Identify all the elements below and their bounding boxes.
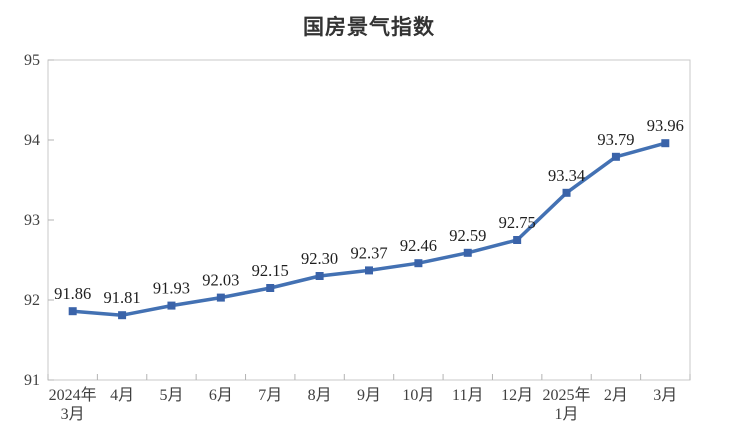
data-point-label: 92.15: [252, 261, 289, 280]
y-axis-tick-label: 91: [24, 372, 40, 389]
data-point-label: 93.96: [647, 116, 684, 135]
data-point-marker: [216, 293, 225, 302]
data-point-label: 92.59: [449, 226, 486, 245]
x-axis-tick-label: 3月: [653, 387, 677, 404]
x-axis-tick-label: 12月: [501, 387, 533, 404]
x-axis-tick-label: 7月: [258, 387, 282, 404]
x-axis-tick-label: 9月: [357, 387, 381, 404]
data-point-marker: [463, 248, 472, 257]
chart-title: 国房景气指数: [303, 15, 435, 39]
x-axis-tick-label: 2月: [604, 387, 628, 404]
x-axis-tick-label: 2024年 3月: [49, 386, 97, 423]
x-axis-tick-label: 8月: [308, 387, 332, 404]
data-point-label: 93.34: [548, 166, 585, 185]
data-point-marker: [167, 301, 176, 310]
data-point-label: 91.86: [54, 284, 91, 303]
x-axis-tick-label: 4月: [110, 387, 134, 404]
data-point-label: 92.75: [499, 213, 536, 232]
y-axis-tick-label: 93: [24, 212, 40, 229]
x-axis-tick-label: 10月: [402, 387, 434, 404]
data-point-label: 92.30: [301, 249, 338, 268]
data-point-marker: [513, 236, 522, 244]
data-point-label: 93.79: [597, 130, 634, 149]
data-point-marker: [315, 272, 324, 280]
data-point-marker: [365, 266, 373, 275]
x-axis-tick-label: 5月: [159, 387, 183, 404]
plot-border: [47, 59, 691, 381]
data-point-marker: [661, 139, 670, 148]
data-point-label: 91.93: [153, 279, 190, 298]
data-point-marker: [266, 284, 275, 292]
x-axis-tick-label: 6月: [209, 387, 233, 404]
data-point-label: 92.03: [202, 271, 239, 290]
y-axis-tick-label: 95: [24, 52, 40, 69]
data-point-label: 92.37: [350, 243, 387, 262]
data-point-marker: [562, 188, 571, 197]
data-point-label: 92.46: [400, 236, 437, 255]
y-axis-tick-label: 92: [24, 292, 40, 309]
x-axis-tick-label: 2025年 1月: [543, 386, 591, 423]
x-axis-tick-label: 11月: [452, 387, 483, 404]
data-point-marker: [68, 307, 77, 316]
data-point-marker: [414, 259, 423, 268]
data-point-marker: [118, 311, 127, 320]
data-point-marker: [611, 152, 620, 161]
y-axis-tick-label: 94: [24, 132, 40, 149]
data-point-label: 91.81: [104, 288, 141, 307]
